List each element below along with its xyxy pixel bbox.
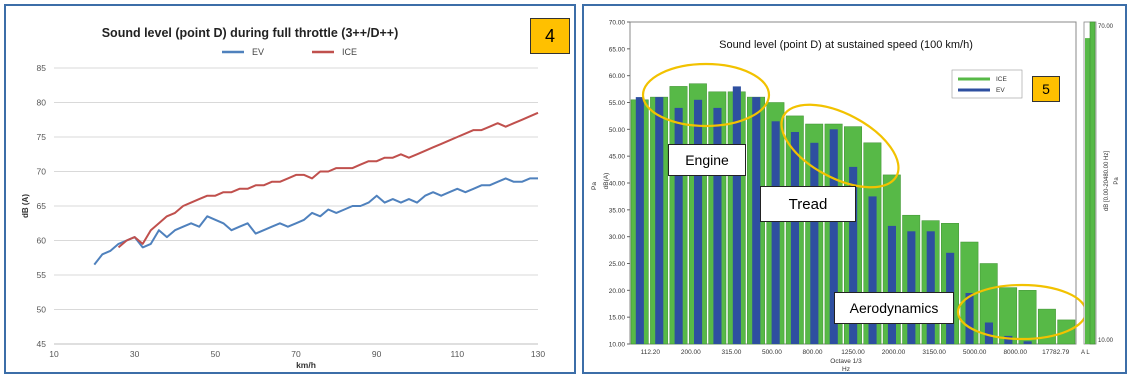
tread-callout: Tread: [760, 186, 856, 222]
legend-box: [951, 69, 1023, 99]
x-tick-label: 130: [531, 349, 545, 359]
bar-ev: [655, 97, 664, 344]
octave-bar-chart: 10.00 15.00 20.00 25.00 30.00 35.00 40.00 45.00…: [591, 20, 1120, 373]
legend-label-ev: EV: [252, 47, 264, 57]
y-axis-label: dB (A): [21, 194, 30, 218]
x-tick-label: 315.00: [721, 349, 741, 356]
engine-highlight-ellipse: [641, 62, 771, 128]
y-tick-label: 15.00: [609, 315, 626, 322]
y-tick-label: 45: [37, 339, 47, 349]
bar-ev: [965, 293, 974, 344]
x-tick-label: 110: [451, 349, 465, 359]
x-tick-label: 17782.79: [1042, 349, 1069, 356]
y-tick-label: 70: [37, 167, 47, 177]
chart-title: Sound level (point D) during full thrott…: [102, 26, 399, 40]
x-tick-label: 50: [211, 349, 221, 359]
bar-ev: [713, 107, 722, 345]
bar-ev: [907, 231, 916, 344]
chart-title: Sound level (point D) at sustained speed…: [719, 39, 973, 51]
bar-ev: [635, 97, 644, 344]
bar-ev: [752, 97, 761, 344]
x-tick-label: 3150.00: [922, 349, 946, 356]
tread-highlight-ellipse: [780, 103, 900, 189]
legend-label-ev: EV: [996, 87, 1005, 94]
y-tick-label: 30.00: [609, 234, 626, 241]
bar-ev: [1004, 335, 1013, 344]
y-tick-label: 65: [37, 201, 47, 211]
bar-ev: [829, 129, 838, 344]
bar-ev: [984, 322, 993, 344]
aerodynamics-callout: Aerodynamics: [834, 292, 954, 324]
panel-number-badge: 4: [530, 18, 570, 54]
y-tick-label: 35.00: [609, 207, 626, 214]
y-tick-label: 60.00: [609, 73, 626, 80]
legend-label-ice: ICE: [996, 76, 1008, 83]
x-tick-label: 2000.00: [882, 349, 906, 356]
y-tick-label: 45.00: [609, 154, 626, 161]
bar-ev: [849, 166, 858, 344]
y-axis-unit: Pa: [591, 182, 598, 190]
overall-bar-ev: [1089, 21, 1096, 345]
y-axis-label: dB(A): [603, 173, 610, 190]
y-tick-label: 50.00: [609, 127, 626, 134]
series-line-ice: [117, 111, 539, 249]
x-axis-label: km/h: [296, 360, 316, 370]
x-axis-unit: Hz: [842, 366, 850, 373]
line-chart: Sound level (point D) during full thrott…: [21, 26, 545, 370]
x-tick-label: 500.00: [762, 349, 782, 356]
x-tick-label: 1250.00: [841, 349, 865, 356]
right-axis-bottom-label: 10.00: [1098, 338, 1114, 344]
bar-ev: [771, 121, 780, 344]
x-tick-label: 112.20: [641, 349, 661, 356]
bar-ev: [868, 196, 877, 344]
line-chart-panel: Sound level (point D) during full thrott…: [4, 4, 576, 374]
y-tick-label: 20.00: [609, 288, 626, 295]
y-tick-label: 75: [37, 132, 47, 142]
x-tick-label: 5000.00: [963, 349, 987, 356]
x-tick-label: 90: [372, 349, 382, 359]
y-tick-label: 25.00: [609, 261, 626, 268]
bar-ev: [926, 231, 935, 344]
right-axis-label: dB [0.00-20480.00 Hz]: [1104, 151, 1110, 211]
bar-ev: [1023, 341, 1032, 344]
bar-ev: [732, 86, 741, 345]
bar-chart-panel: 10.00 15.00 20.00 25.00 30.00 35.00 40.00 45.00…: [582, 4, 1127, 374]
y-tick-label: 80: [37, 98, 47, 108]
bar-ev: [810, 142, 819, 345]
series-line-ev: [93, 177, 538, 266]
y-tick-label: 85: [37, 63, 47, 73]
x-tick-label: 30: [130, 349, 140, 359]
y-tick-label: 55: [37, 270, 47, 280]
panel-number-badge: 5: [1032, 76, 1060, 102]
x-axis-label: Octave 1/3: [830, 358, 862, 365]
y-tick-label: 10.00: [609, 342, 626, 349]
bar-ev: [887, 225, 896, 344]
y-tick-label: 60: [37, 236, 47, 246]
bar-ev: [674, 107, 683, 345]
bar-ev: [790, 132, 799, 344]
y-tick-label: 65.00: [609, 46, 626, 53]
x-tick-label: 8000.00: [1003, 349, 1027, 356]
bar-ice: [999, 287, 1018, 345]
bar-ev: [694, 99, 703, 344]
x-tick-label: 70: [291, 349, 301, 359]
y-tick-label: 55.00: [609, 100, 626, 107]
x-tick-label: 10: [49, 349, 59, 359]
y-tick-label: 40.00: [609, 181, 626, 188]
right-axis-al-label: A L: [1081, 350, 1090, 356]
y-tick-label: 70.00: [609, 20, 626, 27]
right-axis-top-label: 70.00: [1098, 24, 1114, 30]
x-tick-label: 200.00: [681, 349, 701, 356]
overall-bar-ice: [1085, 38, 1090, 344]
legend-label-ice: ICE: [342, 47, 357, 57]
right-axis-unit: Pa: [1114, 177, 1120, 185]
y-tick-label: 50: [37, 305, 47, 315]
engine-callout: Engine: [668, 144, 746, 176]
bar-ice: [1018, 290, 1037, 345]
x-tick-label: 800.00: [803, 349, 823, 356]
